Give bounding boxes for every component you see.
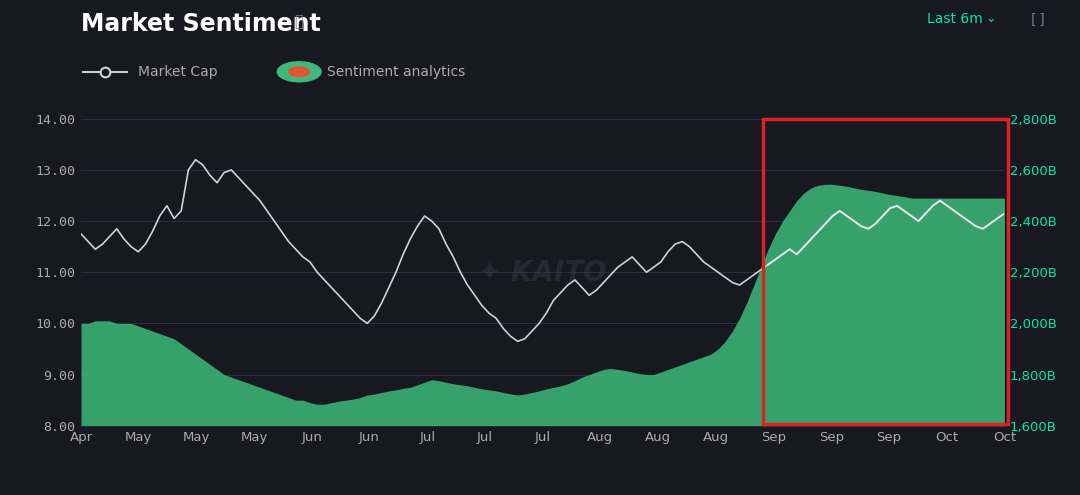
Text: Last 6m: Last 6m [927, 12, 983, 26]
Text: Sentiment analytics: Sentiment analytics [327, 65, 465, 79]
Text: ⓘ: ⓘ [294, 14, 302, 29]
Bar [764, 119, 1009, 424]
Text: [ ]: [ ] [1031, 12, 1045, 26]
Text: ⌄: ⌄ [985, 12, 996, 25]
Circle shape [288, 67, 310, 77]
Circle shape [278, 62, 321, 82]
Text: ✦ KAITO: ✦ KAITO [478, 258, 607, 286]
Text: Market Cap: Market Cap [138, 65, 218, 79]
Text: Market Sentiment: Market Sentiment [81, 12, 321, 36]
